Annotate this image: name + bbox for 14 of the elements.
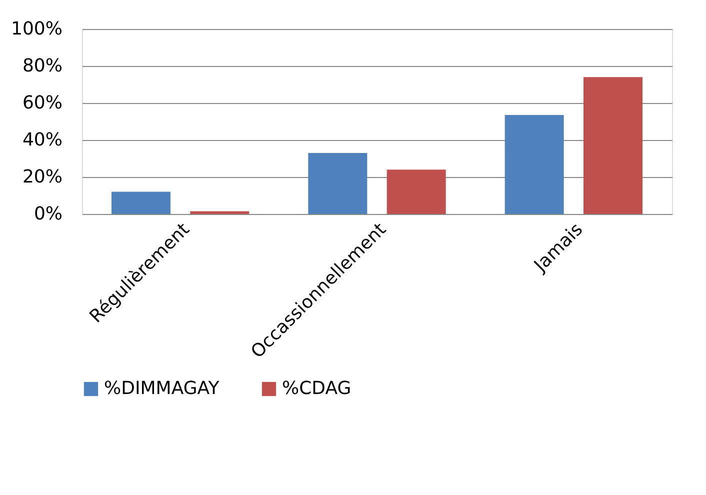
legend-label: %DIMMAGAY xyxy=(104,378,220,399)
y-tick-label: 20% xyxy=(22,166,62,188)
y-tick-label: 0% xyxy=(34,204,62,224)
bar xyxy=(308,152,368,214)
y-tick-label: 100% xyxy=(11,18,62,40)
bar xyxy=(504,115,564,214)
y-tick-label: 60% xyxy=(22,92,62,114)
y-tick-label: 80% xyxy=(22,56,62,76)
bar xyxy=(584,77,642,214)
bar xyxy=(190,211,250,214)
bar xyxy=(112,192,170,214)
y-tick-label: 40% xyxy=(22,130,62,150)
bar xyxy=(386,170,446,214)
legend-label: %CDAG xyxy=(282,378,352,399)
